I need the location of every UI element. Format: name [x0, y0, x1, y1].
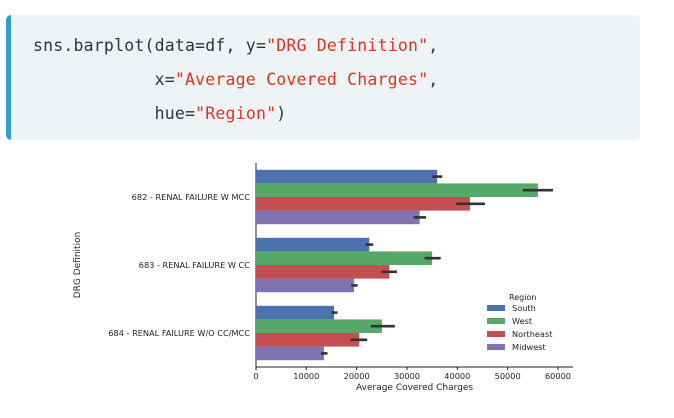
- x-tick-label: 30000: [394, 371, 420, 381]
- bar: [256, 305, 335, 320]
- bar: [256, 333, 360, 347]
- code-string: "DRG Definition": [266, 36, 429, 55]
- legend-label: West: [512, 316, 533, 326]
- bar: [256, 237, 370, 252]
- legend-swatch: [487, 318, 505, 324]
- code-cell: sns.barplot(data=df, y="DRG Definition",…: [6, 15, 640, 140]
- bar: [256, 319, 382, 333]
- code-text: ,: [428, 36, 439, 55]
- legend-label: Northeast: [512, 329, 553, 339]
- code-text: sns.barplot(data=df, y=: [33, 36, 267, 55]
- y-axis-label: DRG Definition: [73, 232, 83, 299]
- bar: [256, 169, 438, 184]
- code-line: x="Average Covered Charges",: [33, 70, 439, 89]
- bar: [256, 346, 324, 361]
- bar: [256, 251, 433, 265]
- code-string: "Average Covered Charges": [174, 70, 429, 89]
- legend-label: Midwest: [512, 342, 547, 352]
- legend-label: South: [512, 303, 536, 313]
- code-text: ): [276, 104, 287, 123]
- x-tick-label: 40000: [444, 371, 470, 381]
- bar: [256, 210, 420, 225]
- x-tick-label: 50000: [495, 371, 521, 381]
- bar: [256, 278, 355, 293]
- bar: [256, 183, 538, 197]
- code-text: ,: [428, 70, 439, 89]
- y-tick-label: 684 - RENAL FAILURE W/O CC/MCC: [108, 328, 250, 338]
- code-string: "Region": [195, 104, 277, 123]
- x-tick-label: 10000: [293, 371, 319, 381]
- legend-swatch: [487, 331, 505, 337]
- code-text: hue=: [33, 104, 196, 123]
- code-line: sns.barplot(data=df, y="DRG Definition",: [33, 36, 438, 55]
- y-tick-label: 682 - RENAL FAILURE W MCC: [132, 192, 251, 202]
- legend-swatch: [487, 305, 505, 311]
- x-tick-label: 60000: [545, 371, 571, 381]
- x-tick-label: 0: [253, 371, 258, 381]
- code-text: x=: [33, 70, 175, 89]
- y-tick-label: 683 - RENAL FAILURE W CC: [139, 260, 251, 270]
- bar: [256, 265, 390, 279]
- legend-swatch: [487, 344, 505, 350]
- legend-title: Region: [509, 293, 536, 302]
- x-tick-label: 20000: [344, 371, 370, 381]
- x-axis-label: Average Covered Charges: [356, 383, 473, 393]
- bar: [256, 197, 470, 211]
- code-line: hue="Region"): [33, 104, 287, 123]
